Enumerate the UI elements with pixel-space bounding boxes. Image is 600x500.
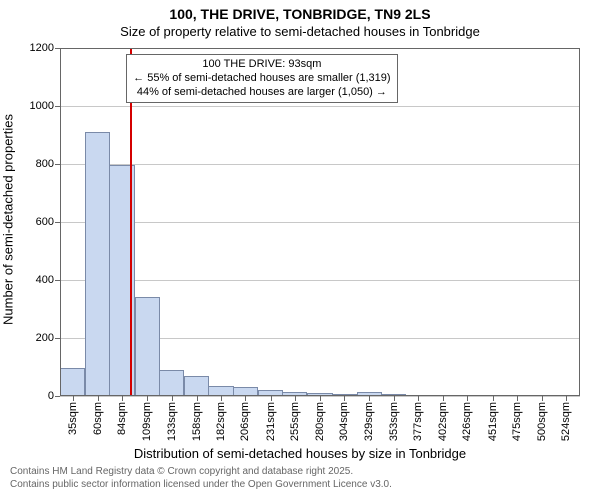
x-tick-mark [418, 396, 419, 401]
copyright-text: Contains HM Land Registry data © Crown c… [10, 466, 392, 491]
gridline [60, 106, 580, 107]
y-tick-label: 600 [36, 216, 54, 228]
x-tick-label: 353sqm [388, 402, 400, 441]
x-tick-mark [443, 396, 444, 401]
y-axis-label: Number of semi-detached properties [1, 100, 16, 340]
x-tick-label: 280sqm [314, 402, 326, 441]
annotation-box: 100 THE DRIVE: 93sqm ← 55% of semi-detac… [126, 54, 397, 103]
axis-border [60, 48, 61, 396]
y-tick-label: 1200 [30, 42, 54, 54]
x-tick-mark [73, 396, 74, 401]
x-tick-label: 231sqm [265, 402, 277, 441]
x-tick-mark [221, 396, 222, 401]
x-tick-label: 255sqm [289, 402, 301, 441]
x-tick-mark [172, 396, 173, 401]
x-tick-label: 426sqm [461, 402, 473, 441]
x-tick-label: 500sqm [536, 402, 548, 441]
chart-title-line1: 100, THE DRIVE, TONBRIDGE, TN9 2LS [0, 6, 600, 22]
x-tick-mark [394, 396, 395, 401]
x-tick-label: 402sqm [437, 402, 449, 441]
x-tick-mark [147, 396, 148, 401]
x-tick-mark [542, 396, 543, 401]
y-tick-mark [55, 396, 60, 397]
y-tick-label: 400 [36, 274, 54, 286]
x-tick-label: 475sqm [511, 402, 523, 441]
x-tick-mark [369, 396, 370, 401]
axis-border [579, 48, 580, 396]
x-tick-label: 304sqm [338, 402, 350, 441]
gridline [60, 280, 580, 281]
x-tick-label: 35sqm [67, 402, 79, 435]
chart-title-line2: Size of property relative to semi-detach… [0, 24, 600, 39]
x-tick-mark [271, 396, 272, 401]
x-tick-label: 182sqm [215, 402, 227, 441]
x-tick-label: 377sqm [412, 402, 424, 441]
x-axis-label: Distribution of semi-detached houses by … [0, 446, 600, 461]
x-tick-mark [344, 396, 345, 401]
annotation-line3: 44% of semi-detached houses are larger (… [133, 86, 390, 100]
axis-border [60, 395, 580, 396]
x-tick-label: 84sqm [116, 402, 128, 435]
x-tick-mark [493, 396, 494, 401]
x-tick-mark [122, 396, 123, 401]
chart-container: { "title_line1": "100, THE DRIVE, TONBRI… [0, 0, 600, 500]
histogram-bar [60, 368, 85, 396]
x-tick-mark [245, 396, 246, 401]
annotation-line1: 100 THE DRIVE: 93sqm [133, 58, 390, 72]
x-tick-label: 60sqm [92, 402, 104, 435]
histogram-bar [85, 132, 110, 396]
copyright-line1: Contains HM Land Registry data © Crown c… [10, 466, 392, 479]
x-tick-mark [320, 396, 321, 401]
gridline [60, 164, 580, 165]
x-tick-label: 133sqm [166, 402, 178, 441]
histogram-bar [184, 376, 209, 396]
x-tick-label: 206sqm [239, 402, 251, 441]
y-tick-label: 1000 [30, 100, 54, 112]
x-tick-label: 329sqm [363, 402, 375, 441]
y-tick-label: 800 [36, 158, 54, 170]
x-tick-mark [197, 396, 198, 401]
gridline [60, 222, 580, 223]
x-tick-mark [467, 396, 468, 401]
axis-border [60, 48, 580, 49]
x-tick-label: 158sqm [191, 402, 203, 441]
histogram-bar [135, 297, 160, 396]
x-tick-label: 109sqm [141, 402, 153, 441]
y-tick-label: 0 [48, 390, 54, 402]
annotation-line2: ← 55% of semi-detached houses are smalle… [133, 72, 390, 86]
y-tick-label: 200 [36, 332, 54, 344]
x-tick-mark [98, 396, 99, 401]
x-tick-mark [295, 396, 296, 401]
histogram-bar [159, 370, 184, 396]
x-tick-mark [517, 396, 518, 401]
x-tick-label: 524sqm [560, 402, 572, 441]
x-tick-mark [566, 396, 567, 401]
copyright-line2: Contains public sector information licen… [10, 479, 392, 492]
x-tick-label: 451sqm [487, 402, 499, 441]
